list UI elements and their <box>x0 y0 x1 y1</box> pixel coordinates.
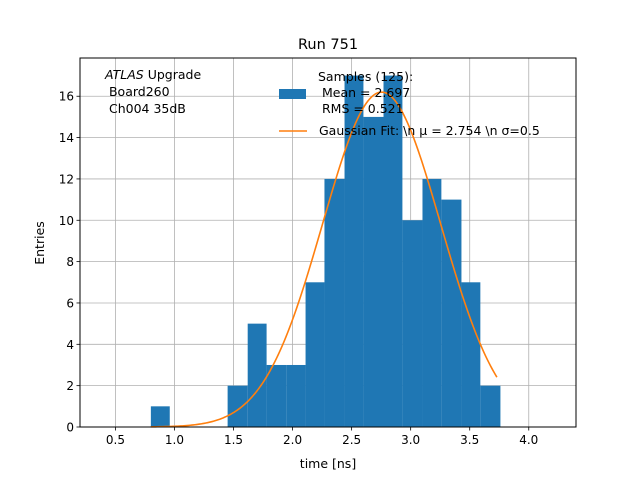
legend-hist-line-3: RMS = 0.521 <box>318 101 404 116</box>
y-tick-label: 14 <box>59 131 74 145</box>
axis-ticks: 0.5 1.0 1.5 2.0 2.5 3.0 3.5 4.0 0 2 4 6 8 10 12 14 16 <box>59 90 539 447</box>
histogram-bar <box>461 282 481 427</box>
histogram-bar <box>480 385 501 427</box>
annotation-line-2: Board260 <box>105 84 170 99</box>
histogram-bar <box>422 178 442 427</box>
legend-hist-line-2: Mean = 2.697 <box>318 85 410 100</box>
histogram-bar <box>247 323 267 427</box>
x-axis-label: time [ns] <box>300 456 356 471</box>
x-tick-label: 1.5 <box>224 433 243 447</box>
histogram-bar <box>305 282 325 427</box>
y-tick-label: 4 <box>66 338 74 352</box>
y-axis-label: Entries <box>32 221 47 265</box>
y-tick-label: 2 <box>66 379 74 393</box>
histogram-bar <box>363 116 384 428</box>
gaussian-fit <box>150 91 498 428</box>
y-tick-label: 0 <box>66 421 74 435</box>
annotation-line-1: ATLAS Upgrade <box>104 67 201 82</box>
histogram-bar <box>402 220 423 427</box>
legend-fit-label: Gaussian Fit: \n μ = 2.754 \n σ=0.5 <box>319 123 540 138</box>
histogram-bars <box>150 75 501 428</box>
chart-title: Run 751 <box>298 37 358 53</box>
y-tick-label: 8 <box>66 255 74 269</box>
x-tick-label: 1.0 <box>165 433 184 447</box>
histogram-bar <box>286 364 306 427</box>
legend-hist-swatch <box>279 89 306 99</box>
y-tick-label: 6 <box>66 296 74 310</box>
histogram-bar <box>227 385 248 427</box>
histogram-bar <box>344 75 364 428</box>
histogram-bar <box>150 406 170 427</box>
x-tick-label: 3.5 <box>460 433 479 447</box>
histogram-bar <box>266 364 287 427</box>
y-tick-label: 16 <box>59 90 74 104</box>
x-tick-label: 3.0 <box>401 433 420 447</box>
x-tick-label: 4.0 <box>519 433 538 447</box>
atlas-italic-label: ATLAS <box>104 67 144 82</box>
upgrade-label: Upgrade <box>144 67 202 82</box>
legend-hist-line-1: Samples (125): <box>318 69 413 84</box>
histogram-bar <box>383 75 403 428</box>
x-tick-label: 2.5 <box>342 433 361 447</box>
histogram-bar <box>441 199 462 427</box>
y-tick-label: 12 <box>59 172 74 186</box>
y-tick-label: 10 <box>59 214 74 228</box>
plot-frame <box>79 57 577 428</box>
histogram-bar <box>324 178 345 427</box>
gaussian-fit-curve <box>150 91 498 428</box>
x-tick-label: 0.5 <box>106 433 125 447</box>
legend: Samples (125): Mean = 2.697 RMS = 0.521 … <box>279 69 540 138</box>
x-tick-label: 2.0 <box>283 433 302 447</box>
annotation-line-3: Ch004 35dB <box>105 101 186 116</box>
atlas-annotation: ATLAS Upgrade Board260 Ch004 35dB <box>104 67 201 116</box>
